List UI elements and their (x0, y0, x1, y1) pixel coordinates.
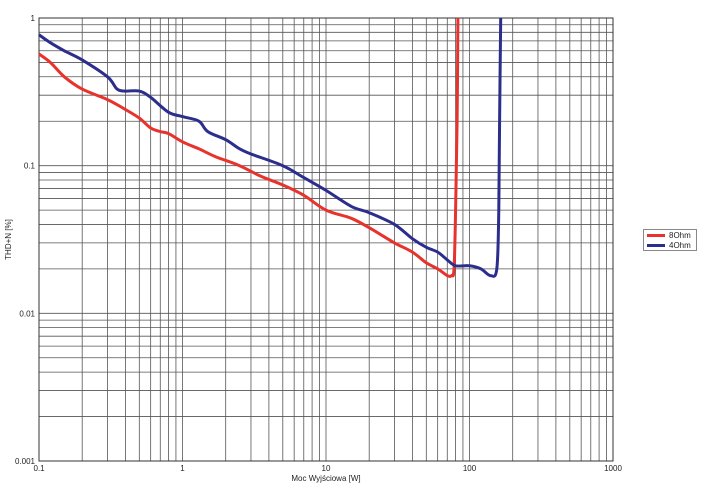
legend-item-4ohm: 4Ohm (644, 240, 696, 250)
y-tick-label: 0.1 (24, 162, 36, 171)
legend-swatch-8ohm (647, 233, 665, 237)
series-line-4ohm (38, 17, 503, 278)
x-axis-label: Moc Wyjściowa [W] (291, 474, 360, 483)
y-tick-label: 0.01 (19, 309, 35, 318)
series-layer (38, 17, 503, 278)
series-line-8ohm (38, 17, 460, 278)
tick-labels: 0.1 1 10 100 1000 0.001 0.01 0.1 1 (15, 14, 622, 473)
y-tick-label: 1 (31, 14, 36, 23)
x-tick-label: 0.1 (33, 464, 45, 473)
y-tick-label: 0.001 (15, 457, 36, 466)
plot-frame (38, 17, 614, 462)
x-tick-label: 10 (322, 464, 331, 473)
x-tick-label: 1000 (604, 464, 622, 473)
x-tick-label: 100 (463, 464, 477, 473)
legend-swatch-4ohm (647, 243, 665, 247)
legend-label-4ohm: 4Ohm (669, 240, 691, 250)
y-axis-label: THD+N [%] (4, 219, 13, 260)
legend-item-8ohm: 8Ohm (644, 230, 696, 240)
grid-lines (38, 18, 613, 462)
x-tick-label: 1 (180, 464, 185, 473)
legend-label-8ohm: 8Ohm (669, 230, 691, 240)
legend: 8Ohm 4Ohm (643, 229, 697, 251)
